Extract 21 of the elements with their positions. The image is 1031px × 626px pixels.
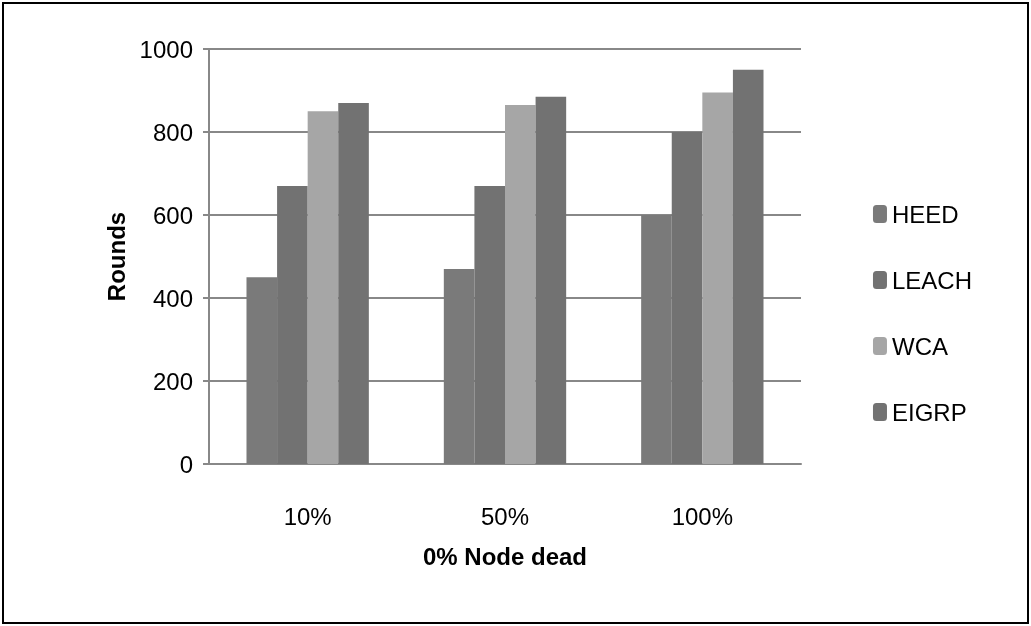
legend-label: LEACH xyxy=(891,266,972,294)
x-axis-title: 0% Node dead xyxy=(422,542,588,570)
legend-label: EIGRP xyxy=(891,398,967,426)
y-tick-label: 1000 xyxy=(139,35,193,63)
bar xyxy=(535,96,567,464)
x-tick-label: 100% xyxy=(671,502,734,530)
y-tick-label: 600 xyxy=(152,201,193,229)
y-tick-label: 800 xyxy=(152,118,193,146)
x-tick-label: 50% xyxy=(480,502,530,530)
bar xyxy=(338,102,369,464)
y-tick-label: 200 xyxy=(152,367,193,395)
y-tick-label: 400 xyxy=(152,284,193,312)
bar xyxy=(732,69,764,464)
legend-label: HEED xyxy=(891,200,959,228)
y-tick-label: 0 xyxy=(179,450,193,478)
bar xyxy=(307,111,339,464)
x-tick-label: 10% xyxy=(283,502,332,530)
legend-label: WCA xyxy=(891,332,948,360)
bar xyxy=(505,105,536,464)
bar xyxy=(702,92,733,464)
y-axis-title: Rounds xyxy=(103,211,131,302)
